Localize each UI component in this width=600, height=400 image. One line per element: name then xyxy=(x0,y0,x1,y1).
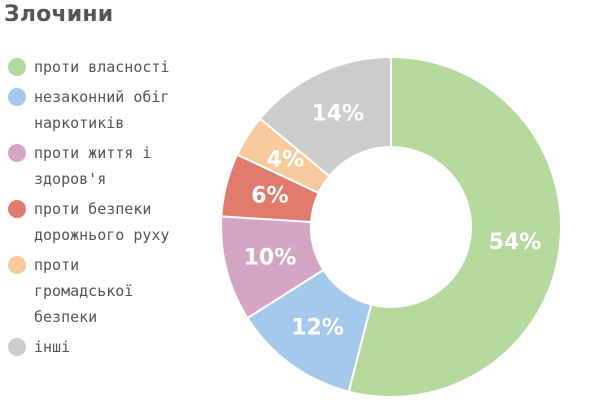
donut-slice xyxy=(258,55,392,178)
donut-slice xyxy=(347,55,563,398)
legend-label: проти громадської безпеки xyxy=(34,256,134,326)
slice-label: 14% xyxy=(311,101,364,126)
legend: проти власності незаконний обіг наркотик… xyxy=(8,54,203,364)
slice-label: 4% xyxy=(267,148,304,173)
legend-swatch xyxy=(8,256,26,274)
legend-swatch xyxy=(8,200,26,218)
slice-label: 10% xyxy=(244,246,297,271)
legend-item: проти безпеки дорожнього руху xyxy=(8,196,203,248)
slice-label: 6% xyxy=(251,183,288,208)
legend-item: проти життя і здоров'я xyxy=(8,140,203,192)
slice-label: 54% xyxy=(489,230,542,255)
legend-swatch xyxy=(8,338,26,356)
legend-item: проти громадської безпеки xyxy=(8,252,203,330)
legend-label: інші xyxy=(34,338,71,356)
legend-item: інші xyxy=(8,334,203,360)
legend-label: незаконний обіг наркотиків xyxy=(34,88,170,132)
chart-title: Злочини xyxy=(4,2,114,27)
legend-swatch xyxy=(8,88,26,106)
legend-label: проти власності xyxy=(34,58,170,76)
slice-label: 12% xyxy=(291,316,344,341)
legend-swatch xyxy=(8,144,26,162)
legend-item: незаконний обіг наркотиків xyxy=(8,84,203,136)
legend-item: проти власності xyxy=(8,54,203,80)
legend-swatch xyxy=(8,58,26,76)
legend-label: проти життя і здоров'я xyxy=(34,144,152,188)
legend-label: проти безпеки дорожнього руху xyxy=(34,200,170,244)
